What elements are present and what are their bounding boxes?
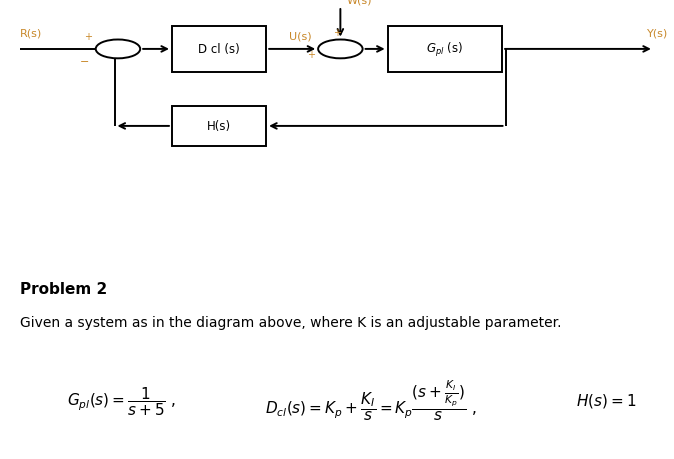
Text: Given a system as in the diagram above, where K is an adjustable parameter.: Given a system as in the diagram above, …: [20, 316, 561, 330]
Text: W(s): W(s): [347, 0, 373, 6]
Circle shape: [96, 40, 140, 59]
Text: D cl (s): D cl (s): [198, 43, 240, 56]
Text: $H(s) = 1$: $H(s) = 1$: [576, 391, 637, 409]
Text: H(s): H(s): [207, 120, 231, 133]
Bar: [172, 106, 266, 146]
Text: +: +: [333, 28, 341, 38]
Text: R(s): R(s): [20, 28, 42, 39]
Circle shape: [318, 40, 363, 59]
Text: $G_{pl}$ (s): $G_{pl}$ (s): [427, 41, 463, 59]
Bar: [388, 27, 502, 73]
Text: $G_{pl}(s) = \dfrac{1}{s+5}\ ,$: $G_{pl}(s) = \dfrac{1}{s+5}\ ,$: [67, 384, 176, 417]
Text: −: −: [80, 57, 89, 67]
Text: +: +: [307, 50, 315, 60]
Text: U(s): U(s): [288, 31, 311, 41]
Bar: [172, 27, 266, 73]
Text: +: +: [84, 32, 92, 42]
Text: $D_{cl}(s) = K_p + \dfrac{K_I}{s} = K_p\dfrac{(s + \frac{K_I}{K_p})}{s}\ ,$: $D_{cl}(s) = K_p + \dfrac{K_I}{s} = K_p\…: [265, 378, 477, 422]
Text: Y(s): Y(s): [647, 28, 669, 39]
Text: Problem 2: Problem 2: [20, 281, 107, 296]
